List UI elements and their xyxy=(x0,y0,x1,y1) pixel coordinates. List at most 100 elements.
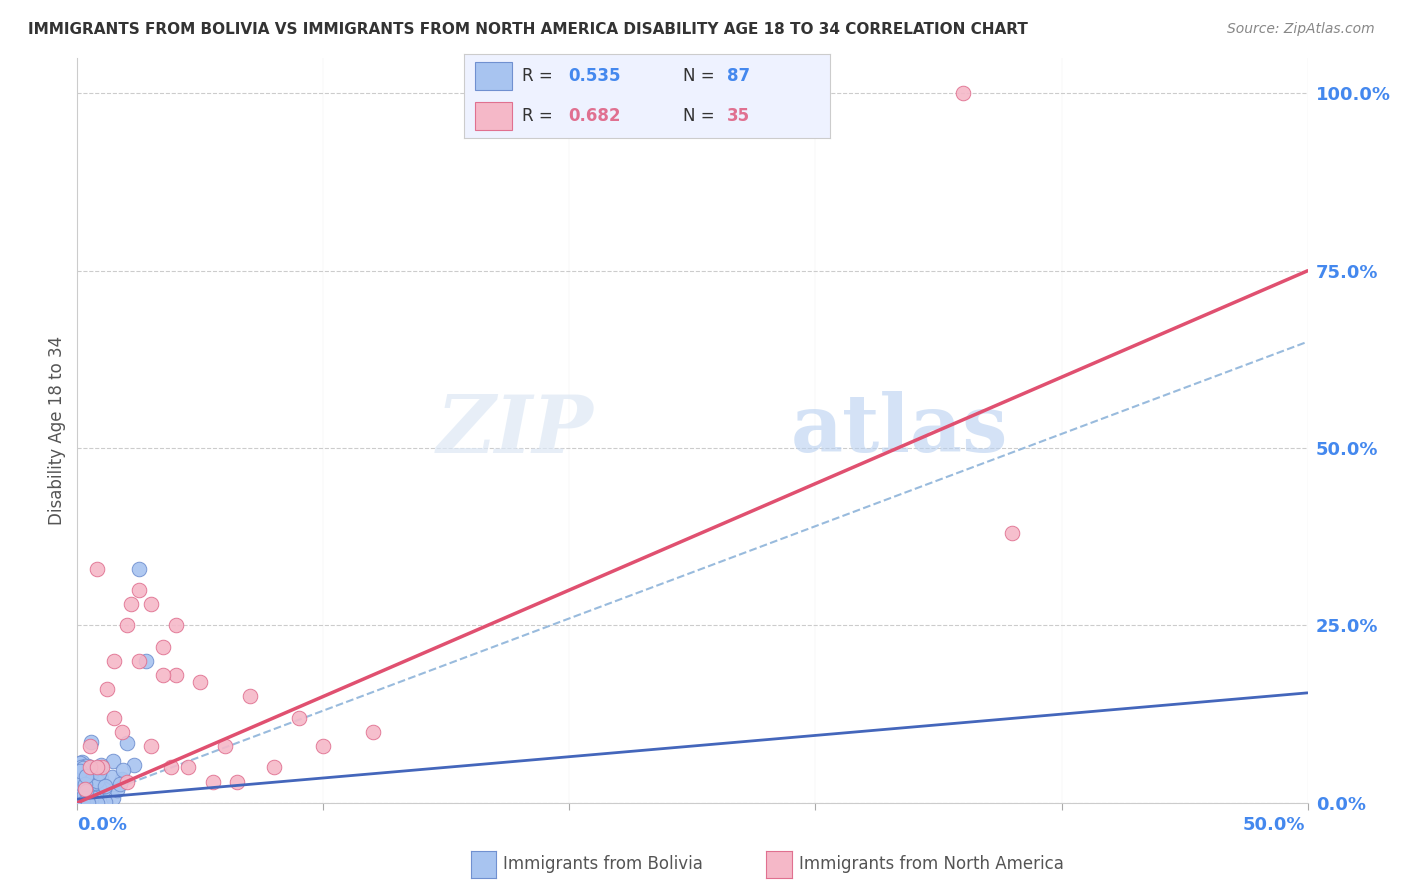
Text: Immigrants from Bolivia: Immigrants from Bolivia xyxy=(503,855,703,873)
Point xyxy=(110,772,132,787)
Point xyxy=(111,724,134,739)
Point xyxy=(75,777,97,791)
Text: Immigrants from North America: Immigrants from North America xyxy=(799,855,1063,873)
Point xyxy=(67,796,90,810)
Point xyxy=(558,87,581,101)
Point xyxy=(76,796,98,810)
Point xyxy=(152,640,174,654)
Text: 0.682: 0.682 xyxy=(568,107,620,125)
Point xyxy=(79,770,101,784)
Point xyxy=(160,760,183,774)
Point xyxy=(77,796,100,810)
Point xyxy=(72,796,94,810)
Bar xyxy=(475,102,512,130)
Text: Source: ZipAtlas.com: Source: ZipAtlas.com xyxy=(1227,22,1375,37)
Point xyxy=(75,796,97,810)
Text: N =: N = xyxy=(683,107,720,125)
Text: 35: 35 xyxy=(727,107,751,125)
Point xyxy=(83,791,105,805)
Point xyxy=(87,781,110,796)
Point xyxy=(73,767,96,781)
Point xyxy=(70,796,93,810)
Point xyxy=(75,776,97,790)
Point xyxy=(94,779,117,793)
Point xyxy=(72,796,94,810)
Point xyxy=(77,796,100,810)
Point xyxy=(75,796,97,810)
Point xyxy=(165,618,187,632)
Point xyxy=(152,668,174,682)
Text: 50.0%: 50.0% xyxy=(1243,816,1305,834)
Point xyxy=(77,777,100,791)
Point xyxy=(83,789,105,804)
Point xyxy=(75,769,97,783)
Point xyxy=(84,762,107,776)
Point xyxy=(76,759,98,773)
Point xyxy=(89,766,111,780)
Point xyxy=(128,654,150,668)
Point xyxy=(70,769,93,783)
Point xyxy=(108,777,131,791)
Point xyxy=(75,790,97,805)
Point xyxy=(190,675,212,690)
Point xyxy=(90,758,112,772)
Point xyxy=(75,767,97,781)
Point xyxy=(312,739,335,753)
Point xyxy=(83,796,105,810)
Point xyxy=(82,777,104,791)
Point xyxy=(66,796,89,810)
Point xyxy=(72,755,94,769)
Point xyxy=(239,690,262,704)
Point xyxy=(69,776,91,790)
Point xyxy=(90,772,112,786)
Point xyxy=(84,768,107,782)
Point xyxy=(141,739,163,753)
Point xyxy=(103,654,125,668)
Point xyxy=(76,777,98,791)
Point xyxy=(165,668,187,682)
Point xyxy=(135,654,157,668)
Point xyxy=(86,796,108,810)
Point xyxy=(75,777,97,791)
Point xyxy=(115,618,138,632)
Point xyxy=(80,781,103,796)
Point xyxy=(105,783,128,797)
Point xyxy=(73,764,96,778)
Point xyxy=(76,795,98,809)
Text: ZIP: ZIP xyxy=(437,392,595,469)
Point xyxy=(112,763,135,777)
Point xyxy=(77,796,100,810)
Point xyxy=(76,780,98,795)
Point xyxy=(79,739,101,753)
Point xyxy=(69,781,91,796)
Point xyxy=(70,775,93,789)
Point xyxy=(73,787,96,801)
Point xyxy=(72,788,94,802)
Point xyxy=(87,786,110,800)
Point xyxy=(86,773,108,788)
Point xyxy=(73,781,96,796)
Point xyxy=(75,771,97,785)
Text: IMMIGRANTS FROM BOLIVIA VS IMMIGRANTS FROM NORTH AMERICA DISABILITY AGE 18 TO 34: IMMIGRANTS FROM BOLIVIA VS IMMIGRANTS FR… xyxy=(28,22,1028,37)
Point xyxy=(101,755,124,769)
Text: 0.535: 0.535 xyxy=(568,67,620,85)
Point xyxy=(72,761,94,775)
Point xyxy=(79,734,101,748)
Point xyxy=(121,597,143,611)
Point xyxy=(128,582,150,597)
Point xyxy=(67,796,90,810)
Point xyxy=(67,796,90,810)
Point xyxy=(103,711,125,725)
Point xyxy=(84,796,107,810)
Point xyxy=(82,765,104,780)
Point xyxy=(93,795,115,809)
Point xyxy=(73,796,96,810)
Text: atlas: atlas xyxy=(792,392,1008,469)
Point xyxy=(115,774,138,789)
Point xyxy=(1001,526,1024,541)
Point xyxy=(75,783,97,797)
Point xyxy=(214,739,236,753)
Point xyxy=(70,780,93,795)
Point xyxy=(141,597,163,611)
Point xyxy=(86,562,108,576)
